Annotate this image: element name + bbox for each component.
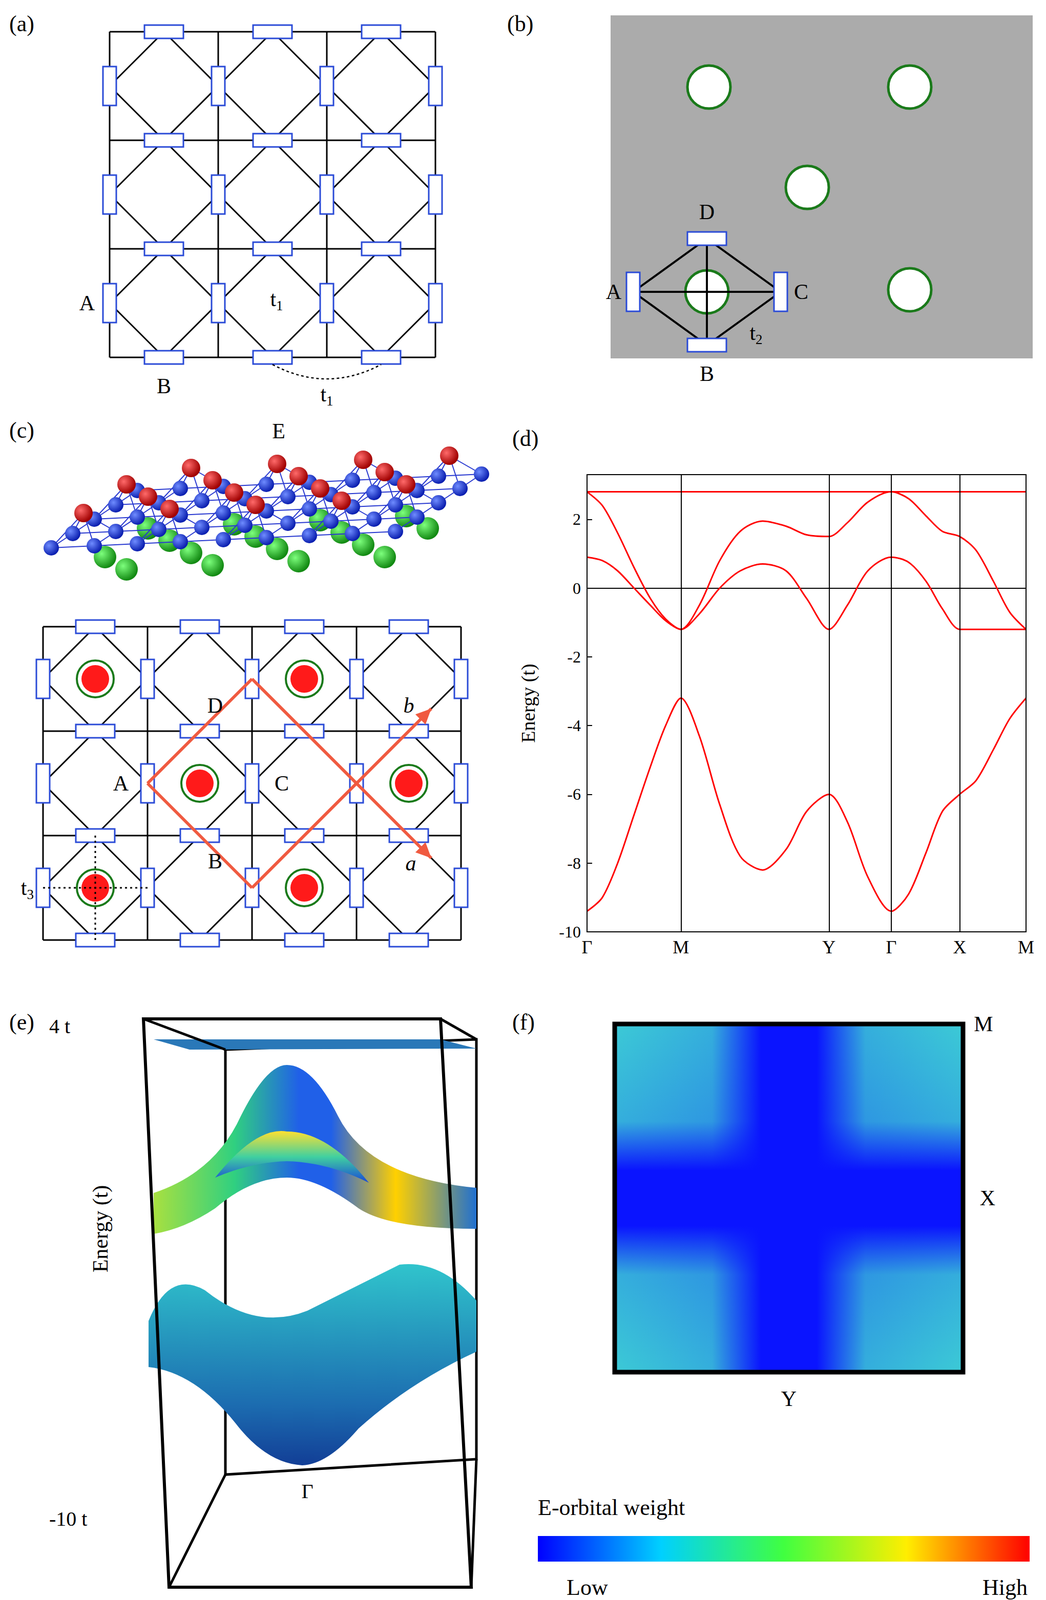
svg-text:-8: -8 [567, 854, 581, 873]
svg-text:X: X [952, 937, 967, 958]
svg-text:-6: -6 [567, 785, 581, 804]
svg-text:A: A [79, 291, 96, 316]
svg-text:E: E [272, 419, 286, 444]
svg-text:(d): (d) [512, 426, 539, 452]
svg-text:M: M [973, 1012, 993, 1037]
svg-text:(e): (e) [9, 1010, 35, 1036]
svg-text:D: D [699, 200, 715, 224]
svg-text:Γ: Γ [301, 1480, 313, 1504]
svg-text:High: High [982, 1575, 1028, 1600]
svg-text:X: X [979, 1186, 996, 1211]
svg-text:Γ: Γ [886, 937, 897, 958]
svg-text:0: 0 [572, 579, 581, 598]
svg-text:t3: t3 [21, 876, 34, 903]
svg-text:Energy (t): Energy (t) [517, 663, 540, 743]
svg-text:A: A [113, 771, 130, 796]
svg-text:4 t: 4 t [49, 1015, 71, 1039]
svg-text:-10 t: -10 t [49, 1508, 88, 1532]
svg-text:M: M [1017, 937, 1035, 958]
svg-text:2: 2 [572, 510, 581, 529]
svg-text:D: D [207, 694, 223, 718]
svg-text:C: C [793, 280, 809, 304]
svg-text:t2: t2 [749, 321, 763, 348]
svg-text:t1: t1 [320, 382, 333, 409]
svg-text:-4: -4 [567, 716, 581, 736]
svg-text:Y: Y [822, 937, 836, 958]
svg-text:C: C [274, 771, 289, 796]
svg-text:t1: t1 [269, 287, 283, 314]
svg-text:Low: Low [566, 1575, 609, 1600]
svg-text:(a): (a) [9, 11, 35, 37]
svg-text:B: B [207, 849, 223, 874]
svg-text:-2: -2 [567, 647, 581, 667]
svg-text:Γ: Γ [581, 937, 593, 958]
svg-text:B: B [699, 362, 715, 386]
svg-text:Energy (t): Energy (t) [88, 1185, 113, 1274]
svg-text:a: a [405, 851, 417, 876]
svg-text:Y: Y [781, 1387, 797, 1412]
svg-text:A: A [605, 280, 622, 304]
svg-text:M: M [672, 937, 689, 958]
svg-text:(c): (c) [9, 417, 35, 444]
svg-text:B: B [156, 374, 172, 399]
svg-text:-10: -10 [558, 923, 581, 942]
svg-text:(b): (b) [507, 11, 534, 37]
svg-text:b: b [403, 694, 415, 718]
svg-text:(f): (f) [512, 1010, 535, 1036]
svg-text:E-orbital weight: E-orbital weight [537, 1495, 685, 1521]
